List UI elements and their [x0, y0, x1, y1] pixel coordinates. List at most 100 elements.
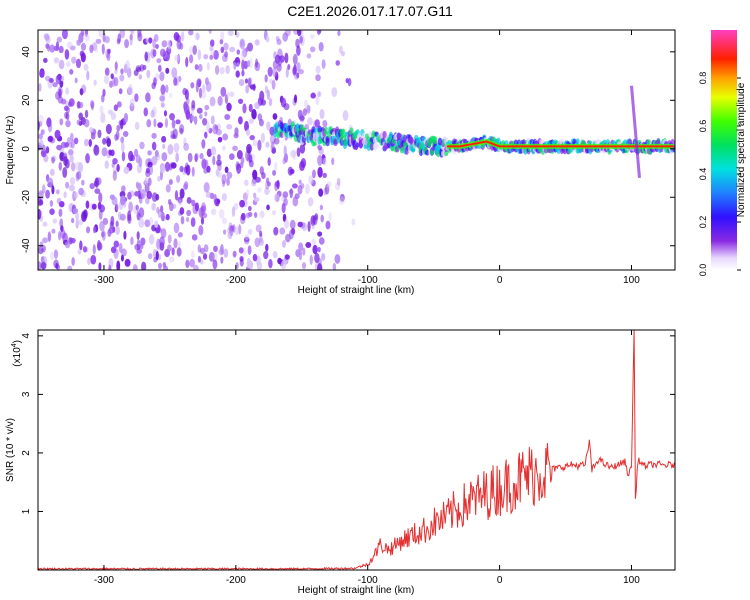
noise-blob: [154, 220, 159, 229]
noise-blob: [171, 119, 176, 129]
noise-blob: [292, 149, 296, 161]
noise-blob: [79, 88, 84, 96]
noise-blob: [152, 106, 157, 117]
noise-blob: [144, 219, 151, 228]
noise-blob: [176, 247, 182, 257]
noise-blob: [51, 185, 55, 195]
noise-blob: [80, 190, 86, 198]
noise-blob: [245, 189, 250, 197]
noise-blob: [56, 144, 63, 151]
noise-blob: [221, 217, 227, 225]
noise-blob: [172, 128, 178, 140]
noise-blob: [145, 92, 151, 103]
noise-blob: [254, 237, 261, 248]
noise-blob: [118, 88, 123, 95]
noise-blob: [260, 132, 265, 144]
noise-blob: [183, 101, 188, 111]
noise-blob: [84, 33, 90, 42]
noise-blob: [320, 214, 325, 223]
noise-blob: [283, 103, 290, 111]
figure-title: C2E1.2026.017.17.07.G11: [287, 3, 453, 19]
noise-blob: [197, 244, 201, 253]
noise-blob: [191, 234, 198, 241]
noise-blob: [221, 193, 227, 201]
noise-blob: [226, 171, 233, 179]
noise-blob: [163, 110, 167, 117]
noise-blob: [246, 257, 251, 269]
noise-blob: [63, 156, 68, 167]
noise-blob: [317, 246, 321, 253]
noise-blob: [225, 65, 230, 75]
noise-blob: [310, 92, 316, 99]
noise-blob: [201, 92, 207, 99]
noise-blob: [309, 254, 313, 265]
noise-blob: [136, 231, 140, 240]
noise-blob: [292, 196, 299, 207]
noise-blob: [69, 154, 74, 163]
noise-blob: [209, 192, 215, 200]
noise-blob: [65, 120, 71, 128]
noise-blob: [252, 253, 258, 262]
noise-blob: [80, 52, 86, 63]
noise-blob: [51, 228, 56, 234]
noise-blob: [178, 199, 182, 206]
noise-blob: [175, 119, 181, 125]
noise-blob: [248, 211, 253, 217]
noise-blob: [74, 161, 81, 171]
noise-blob: [84, 30, 89, 37]
noise-blob: [81, 179, 85, 186]
noise-blob: [101, 231, 105, 238]
noise-blob: [338, 196, 345, 205]
noise-blob: [318, 188, 324, 197]
noise-blob: [120, 136, 125, 144]
noise-blob: [311, 238, 317, 245]
noise-blob: [95, 177, 102, 186]
noise-blob: [79, 240, 83, 251]
noise-blob: [311, 223, 315, 230]
spectrogram-data: [38, 30, 675, 270]
noise-blob: [146, 119, 152, 128]
noise-blob: [179, 124, 185, 134]
noise-blob: [138, 157, 143, 168]
noise-blob: [71, 256, 75, 266]
noise-blob: [176, 39, 182, 50]
noise-blob: [149, 216, 154, 226]
noise-blob: [42, 221, 48, 227]
noise-blob: [147, 253, 153, 260]
noise-blob: [300, 158, 307, 169]
noise-blob: [47, 122, 53, 133]
noise-blob: [253, 192, 257, 199]
noise-blob: [58, 59, 65, 70]
noise-blob: [165, 213, 170, 221]
noise-blob: [317, 262, 323, 270]
noise-blob: [77, 249, 82, 255]
noise-blob: [252, 169, 258, 180]
noise-blob: [88, 138, 93, 147]
noise-blob: [137, 30, 142, 38]
noise-blob: [302, 247, 306, 256]
noise-blob: [173, 77, 178, 86]
noise-blob: [204, 77, 209, 86]
noise-blob: [324, 183, 330, 195]
noise-blob: [99, 204, 106, 213]
noise-blob: [159, 236, 165, 247]
noise-blob: [236, 163, 242, 174]
noise-blob: [118, 120, 122, 126]
noise-blob: [229, 225, 235, 232]
noise-blob: [193, 264, 199, 270]
noise-blob: [179, 127, 184, 135]
noise-blob: [144, 51, 148, 62]
noise-blob: [190, 82, 195, 89]
noise-blob: [136, 248, 143, 254]
noise-blob: [61, 30, 68, 40]
noise-blob: [282, 32, 289, 42]
noise-blob: [322, 172, 327, 179]
noise-blob: [161, 152, 168, 162]
noise-blob: [153, 118, 157, 128]
noise-blob: [65, 181, 70, 189]
noise-blob: [119, 195, 126, 206]
noise-blob: [284, 52, 289, 64]
noise-blob: [75, 212, 79, 220]
noise-blob: [312, 244, 318, 255]
noise-blob: [217, 154, 221, 162]
